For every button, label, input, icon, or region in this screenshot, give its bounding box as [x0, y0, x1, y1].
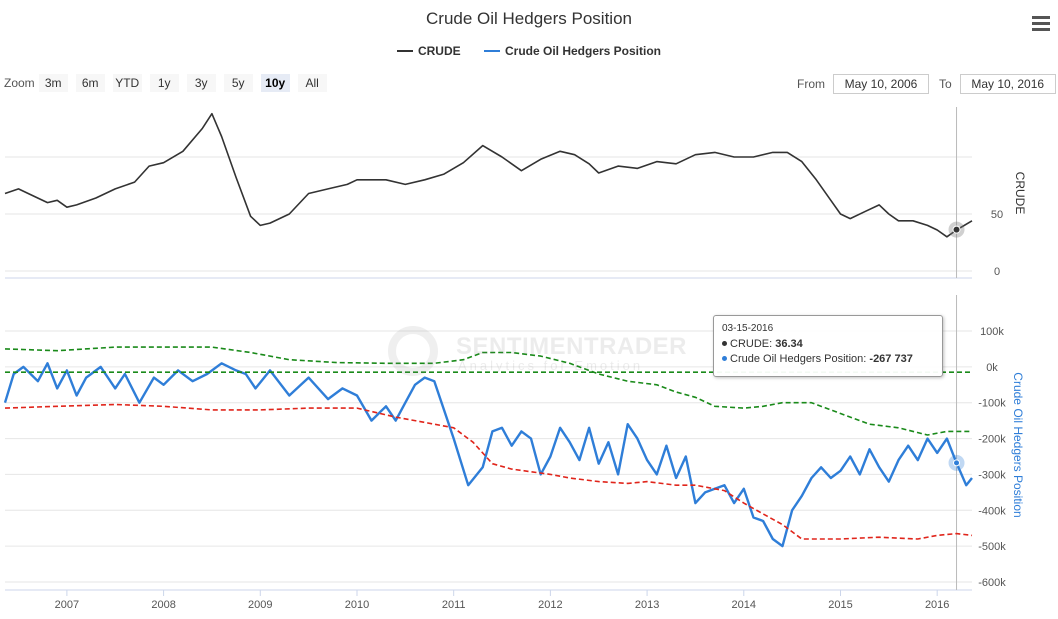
range-from: From May 10, 2006	[797, 74, 929, 94]
watermark: SENTIMENTRADER Analytics for Emotion	[388, 322, 688, 382]
lower-series	[3, 346, 973, 548]
tooltip: 03-15-2016 CRUDE: 36.34 Crude Oil Hedger…	[713, 315, 943, 377]
upper-series	[4, 112, 973, 238]
upper-ytick-label: 50	[991, 209, 1003, 221]
zoom-all-button[interactable]: All	[297, 74, 327, 92]
menu-bar-1	[1032, 16, 1050, 19]
zoom-3m-button[interactable]: 3m	[38, 74, 68, 92]
axis-labels: 0 50 CRUDE 100k 0k -100k -200k -300k -400k -500k -…	[55, 172, 1027, 611]
lower-ytick-label: -300k	[978, 469, 1006, 481]
tooltip-hedgers-label: Crude Oil Hedgers Position:	[730, 353, 870, 365]
legend: CRUDE Crude Oil Hedgers Position	[0, 41, 1058, 58]
tooltip-hedgers-row: Crude Oil Hedgers Position: -267 737	[722, 353, 913, 365]
tooltip-hedgers-value: -267 737	[869, 353, 913, 365]
upper-y-axis-label: CRUDE	[1013, 172, 1027, 215]
lower-ytick-label: -600k	[978, 577, 1006, 589]
hamburger-menu-icon[interactable]	[1032, 16, 1050, 32]
x-tick-label: 2007	[55, 599, 79, 611]
x-tick-label: 2016	[925, 599, 949, 611]
lower-series-line-3	[4, 403, 973, 540]
lower-ytick-label: -400k	[978, 505, 1006, 517]
legend-item-hedgers[interactable]: Crude Oil Hedgers Position	[483, 44, 662, 58]
x-tick-label: 2012	[538, 599, 562, 611]
x-tick-label: 2011	[442, 599, 466, 611]
lower-grid	[5, 295, 972, 596]
lower-series-line-0	[3, 362, 973, 548]
tooltip-crude-row: CRUDE: 36.34	[722, 338, 803, 350]
zoom-label: Zoom	[4, 76, 35, 90]
watermark-logo-icon	[388, 326, 438, 376]
legend-hedgers-label: Crude Oil Hedgers Position	[504, 44, 662, 58]
zoom-3y-button[interactable]: 3y	[186, 74, 216, 92]
from-date-input[interactable]: May 10, 2006	[833, 74, 929, 94]
zoom-5y-button[interactable]: 5y	[223, 74, 253, 92]
x-tick-label: 2014	[732, 599, 756, 611]
lower-ytick-label: 100k	[980, 326, 1004, 338]
to-label: To	[939, 77, 952, 91]
x-tick-label: 2009	[248, 599, 272, 611]
range-to: To May 10, 2016	[939, 74, 1056, 94]
tooltip-crude-dot	[722, 341, 727, 346]
legend-crude-label: CRUDE	[417, 44, 461, 58]
upper-grid	[5, 107, 972, 279]
zoom-controls: Zoom 3m 6m YTD 1y 3y 5y 10y All	[4, 74, 335, 92]
x-tick-label: 2010	[345, 599, 369, 611]
tooltip-crude-label: CRUDE:	[730, 338, 776, 350]
menu-bar-3	[1032, 28, 1050, 31]
crude-hover-point	[952, 225, 961, 234]
menu-bar-2	[1032, 22, 1050, 25]
lower-ytick-label: -500k	[978, 541, 1006, 553]
upper-ytick-label: 0	[994, 266, 1000, 278]
zoom-ytd-button[interactable]: YTD	[112, 74, 142, 92]
legend-crude-swatch	[396, 50, 413, 52]
lower-y-axis-label: Crude Oil Hedgers Position	[1011, 372, 1025, 517]
lower-ytick-label: -100k	[978, 398, 1006, 410]
lower-ytick-label: 0k	[986, 362, 998, 374]
x-tick-label: 2013	[635, 599, 659, 611]
upper-series-line-0	[4, 112, 973, 238]
watermark-tagline: Analytics for Emotion	[458, 358, 644, 373]
x-tick-label: 2015	[828, 599, 852, 611]
hover-markers	[948, 221, 965, 471]
lower-ytick-label: -200k	[978, 434, 1006, 446]
chart-title: Crude Oil Hedgers Position	[426, 9, 632, 28]
zoom-10y-button[interactable]: 10y	[260, 74, 290, 92]
lower-series-line-1	[4, 346, 972, 436]
tooltip-crude-value: 36.34	[775, 338, 803, 350]
x-tick-label: 2008	[151, 599, 175, 611]
zoom-6m-button[interactable]: 6m	[75, 74, 105, 92]
from-label: From	[797, 77, 825, 91]
watermark-name: SENTIMENTRADER	[456, 333, 688, 360]
tooltip-hedgers-dot	[722, 356, 727, 361]
tooltip-date: 03-15-2016	[722, 323, 774, 334]
legend-item-crude[interactable]: CRUDE	[396, 44, 461, 58]
hedgers-hover-point	[953, 459, 961, 467]
zoom-1y-button[interactable]: 1y	[149, 74, 179, 92]
to-date-input[interactable]: May 10, 2016	[959, 74, 1056, 94]
legend-hedgers-swatch	[483, 50, 500, 52]
